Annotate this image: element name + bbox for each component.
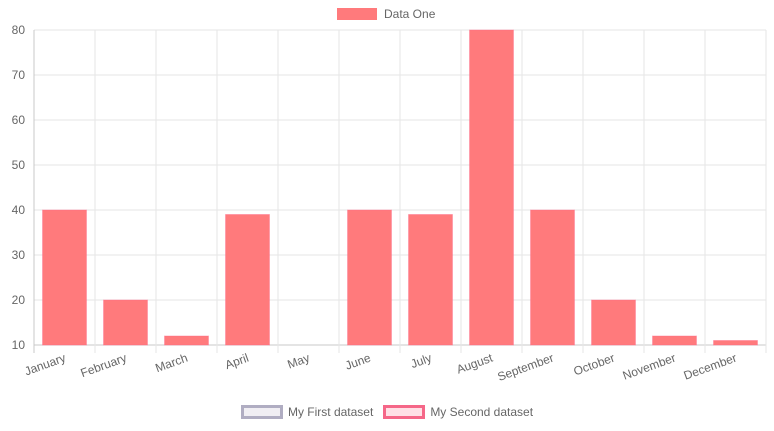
y-tick-label: 60: [12, 113, 26, 127]
bar-june: [347, 209, 392, 346]
bar-october: [591, 299, 636, 346]
y-tick-label: 70: [12, 68, 26, 82]
y-tick-label: 50: [12, 158, 26, 172]
bar-december: [713, 340, 758, 346]
x-tick-label: May: [285, 351, 311, 372]
x-tick-label: December: [682, 351, 739, 383]
x-tick-label: August: [455, 350, 496, 376]
x-tick-label: February: [79, 351, 129, 381]
legend-label-data-one: Data One: [384, 7, 436, 21]
top-legend[interactable]: Data One: [337, 6, 435, 22]
legend-entry-second-dataset[interactable]: My Second dataset: [383, 405, 533, 419]
y-tick-label: 40: [12, 203, 26, 217]
bar-january: [42, 209, 87, 346]
x-tick-label: October: [572, 351, 617, 379]
bar-july: [408, 214, 453, 346]
bar-september: [530, 209, 575, 346]
x-tick-label: November: [621, 351, 678, 383]
x-tick-label: January: [23, 351, 68, 379]
bar-april: [225, 214, 270, 346]
y-tick-label: 10: [12, 338, 26, 352]
y-tick-label: 20: [12, 293, 26, 307]
legend-label-second-dataset: My Second dataset: [430, 405, 534, 419]
y-tick-label: 30: [12, 248, 26, 262]
bar-august: [469, 29, 514, 346]
legend-entry-first-dataset[interactable]: My First dataset: [240, 405, 374, 419]
legend-swatch-data-one: [337, 8, 377, 20]
bar-november: [652, 335, 697, 346]
x-tick-label: March: [153, 351, 189, 376]
x-tick-label: July: [409, 351, 434, 371]
legend-swatch-first-dataset: [240, 405, 283, 419]
bar-march: [164, 335, 209, 346]
bottom-legend: My First dataset My Second dataset: [0, 405, 774, 419]
x-tick-label: April: [223, 351, 250, 372]
legend-swatch-second-dataset: [383, 405, 426, 419]
bar-february: [103, 299, 148, 346]
x-tick-label: September: [496, 351, 556, 384]
x-tick-label: June: [343, 351, 373, 373]
y-tick-label: 80: [12, 23, 26, 37]
legend-label-first-dataset: My First dataset: [287, 405, 374, 419]
